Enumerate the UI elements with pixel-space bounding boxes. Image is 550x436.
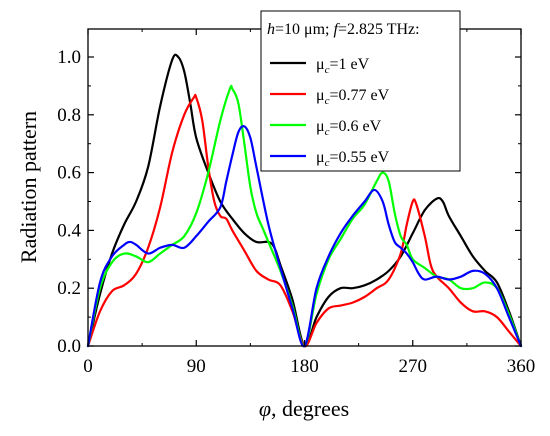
legend-label-1: μc=0.77 eV <box>316 87 390 107</box>
x-tick-label-2: 180 <box>290 356 319 377</box>
y-tick-label-4: 0.8 <box>57 105 81 126</box>
legend-title-h: h <box>267 21 275 38</box>
x-tick-label-3: 270 <box>399 356 428 377</box>
legend-title-f: f <box>334 21 341 38</box>
legend-entries: μc=1 eV μc=0.77 eV μc=0.6 eV μc=0.55 eV <box>270 56 390 169</box>
y-axis-title: Radiation pattern <box>16 111 41 263</box>
x-axis-unit: , degrees <box>271 396 349 421</box>
x-axis-title: φ, degrees <box>259 396 349 421</box>
tick-layer: 0 90 180 270 360 0.0 0.2 0.4 0.6 0.8 1.0 <box>57 29 535 377</box>
x-tick-label-0: 0 <box>83 356 93 377</box>
legend-title-f-value: =2.825 THz: <box>338 21 420 38</box>
legend-label-2: μc=0.6 eV <box>316 118 382 138</box>
x-tick-label-4: 360 <box>507 356 536 377</box>
x-tick-label-1: 90 <box>187 356 206 377</box>
y-tick-label-0: 0.0 <box>57 336 81 357</box>
y-tick-label-3: 0.6 <box>57 163 81 184</box>
x-axis-symbol: φ <box>259 396 271 421</box>
series-line-0 <box>86 53 523 348</box>
legend-title: h=10 μm; f=2.825 THz: <box>267 21 420 38</box>
y-tick-label-2: 0.4 <box>57 220 81 241</box>
legend-label-3: μc=0.55 eV <box>316 149 390 169</box>
legend-box <box>260 10 461 172</box>
series-layer <box>86 53 523 348</box>
y-tick-label-1: 0.2 <box>57 278 81 299</box>
y-tick-label-5: 1.0 <box>57 47 81 68</box>
legend-label-0: μc=1 eV <box>316 56 370 76</box>
legend-title-h-value: =10 μm; <box>275 21 334 38</box>
